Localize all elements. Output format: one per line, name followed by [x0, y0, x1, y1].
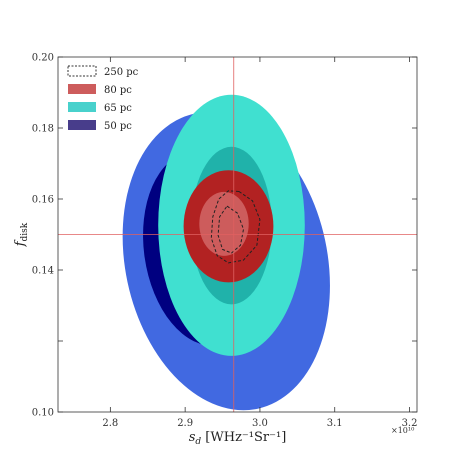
y-axis-label: fdisk	[13, 222, 30, 247]
legend-item-80-pc: 80 pc	[68, 84, 132, 96]
legend-item-65-pc: 65 pc	[68, 102, 132, 114]
legend-label: 80 pc	[104, 85, 132, 96]
contour-80-pc-inner	[199, 191, 249, 256]
legend-label: 250 pc	[104, 67, 139, 78]
contour-250-pc-outer	[210, 190, 261, 264]
legend-swatch	[68, 84, 96, 94]
series-250-pc	[210, 190, 261, 264]
y-tick-label: 0.10	[32, 408, 54, 419]
y-tick-label: 0.14	[32, 266, 54, 277]
plot-frame	[57, 56, 418, 413]
x-tick-label: 3.0	[252, 418, 268, 429]
legend-item-250-pc: 250 pc	[67, 65, 139, 78]
legend: 250 pc 80 pc 65 pc 50 pc	[67, 65, 139, 132]
reference-lines	[58, 57, 417, 412]
y-tick-label: 0.18	[32, 124, 54, 135]
y-axis-label-main: f	[13, 239, 28, 247]
x-axis-label-main: s	[189, 430, 196, 445]
y-tick-label: 0.16	[32, 195, 54, 206]
x-axis-label-rest: [WHz⁻¹Sr⁻¹]	[201, 430, 286, 445]
x-tick-label: 3.2	[402, 418, 418, 429]
x-axis-label-sub: d	[195, 437, 201, 447]
x-tick-label: 2.8	[102, 418, 118, 429]
y-tick-label: 0.20	[32, 53, 54, 64]
legend-swatch	[68, 120, 96, 130]
legend-swatch	[67, 65, 97, 77]
x-axis-label: sd [WHz⁻¹Sr⁻¹]	[189, 430, 287, 447]
legend-label: 65 pc	[104, 103, 132, 114]
contour-250-pc-inner	[217, 205, 244, 254]
x-offset-label: ×10¹⁰	[391, 426, 414, 435]
legend-label: 50 pc	[104, 121, 132, 132]
contours-layer	[122, 94, 330, 411]
x-tick-label: 3.1	[327, 418, 343, 429]
axis-ticks: 2.8 2.9 3.0 3.1 3.2 0.10 0.14 0.16 0.18 0.20	[32, 53, 418, 430]
series-80-pc	[183, 170, 274, 283]
legend-swatch	[68, 102, 96, 112]
y-axis-label-sub: disk	[20, 222, 30, 241]
x-tick-label: 2.9	[177, 418, 193, 429]
legend-item-50-pc: 50 pc	[68, 120, 132, 132]
